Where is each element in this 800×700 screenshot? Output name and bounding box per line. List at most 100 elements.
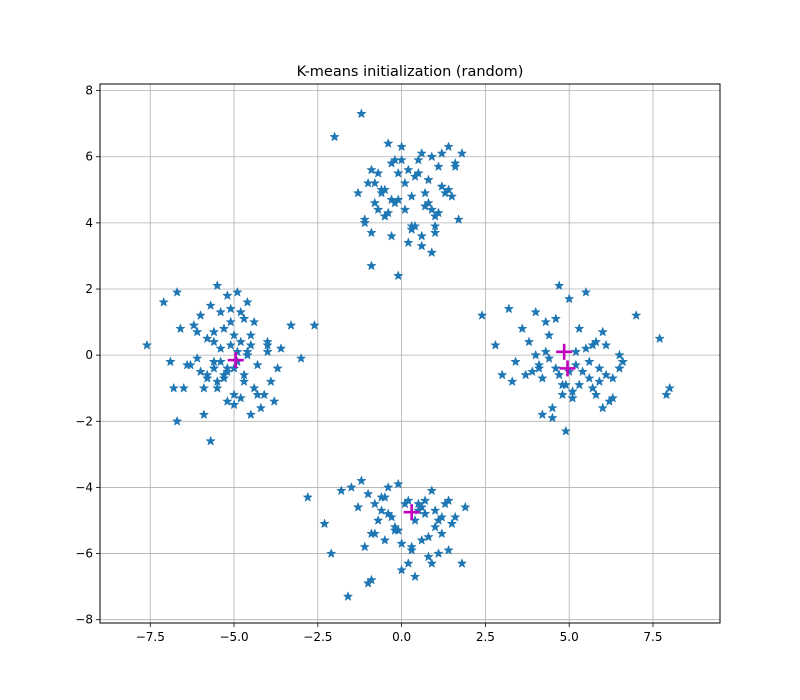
data-point bbox=[557, 380, 568, 389]
data-point bbox=[383, 138, 393, 148]
data-point bbox=[262, 340, 273, 350]
data-point bbox=[212, 383, 222, 393]
data-point bbox=[437, 181, 447, 191]
data-point bbox=[329, 132, 340, 141]
data-point bbox=[403, 237, 413, 247]
data-point bbox=[598, 327, 608, 337]
data-point bbox=[665, 383, 675, 393]
data-point bbox=[574, 323, 584, 333]
data-point bbox=[443, 495, 454, 505]
centroid-markers bbox=[227, 343, 576, 521]
data-point bbox=[262, 346, 273, 356]
data-point bbox=[380, 492, 390, 502]
data-point bbox=[226, 340, 236, 350]
data-point bbox=[189, 320, 199, 330]
data-point bbox=[393, 525, 403, 535]
data-point bbox=[410, 571, 420, 581]
data-point bbox=[229, 399, 239, 409]
data-point bbox=[507, 376, 517, 386]
data-point bbox=[433, 548, 444, 558]
data-point bbox=[366, 165, 377, 174]
data-point bbox=[427, 558, 437, 568]
data-point bbox=[403, 495, 413, 505]
data-point bbox=[594, 363, 605, 373]
data-point bbox=[447, 518, 457, 528]
data-point bbox=[544, 353, 554, 363]
data-point bbox=[239, 376, 249, 386]
data-point bbox=[407, 545, 417, 555]
data-point bbox=[236, 393, 246, 403]
data-point bbox=[242, 346, 253, 356]
data-point bbox=[477, 310, 487, 320]
data-point bbox=[584, 373, 594, 383]
data-point bbox=[202, 373, 212, 383]
x-tick-label: 7.5 bbox=[643, 630, 662, 644]
data-point bbox=[373, 204, 383, 214]
data-point bbox=[504, 303, 514, 313]
data-point bbox=[386, 231, 397, 241]
data-point bbox=[222, 363, 233, 373]
data-point bbox=[380, 535, 390, 545]
data-point bbox=[199, 383, 209, 393]
data-point bbox=[517, 323, 527, 333]
data-point bbox=[601, 370, 611, 380]
data-point bbox=[450, 512, 460, 522]
data-point bbox=[460, 502, 470, 512]
plot-frame bbox=[99, 83, 721, 624]
y-axis-ticks: −8 −6 −4 −2 0 2 4 6 8 bbox=[75, 84, 100, 627]
data-point bbox=[222, 290, 233, 300]
data-point bbox=[427, 151, 437, 161]
data-point bbox=[165, 356, 176, 366]
data-point bbox=[614, 363, 625, 373]
data-point bbox=[286, 320, 296, 330]
data-point bbox=[249, 317, 259, 327]
data-point bbox=[587, 383, 598, 393]
data-point bbox=[661, 389, 672, 399]
data-point bbox=[380, 211, 390, 221]
data-point bbox=[561, 426, 571, 436]
data-point bbox=[199, 409, 209, 419]
data-point bbox=[453, 214, 464, 224]
data-point bbox=[430, 221, 440, 231]
centroid-marker bbox=[227, 352, 244, 369]
data-point bbox=[417, 148, 427, 158]
data-point bbox=[551, 313, 561, 323]
data-point bbox=[396, 538, 407, 548]
data-point bbox=[219, 323, 229, 333]
data-point bbox=[239, 370, 249, 380]
data-point bbox=[195, 366, 206, 376]
data-point bbox=[205, 300, 216, 310]
y-tick-label: −4 bbox=[75, 480, 93, 494]
data-point bbox=[366, 227, 377, 237]
data-point bbox=[236, 337, 246, 346]
data-point bbox=[443, 184, 454, 194]
data-point bbox=[142, 340, 152, 350]
data-point bbox=[510, 356, 521, 366]
data-point bbox=[554, 370, 564, 380]
data-point bbox=[557, 389, 568, 399]
data-point bbox=[356, 475, 367, 485]
data-point bbox=[376, 505, 387, 515]
data-point bbox=[212, 280, 222, 290]
data-point bbox=[457, 558, 467, 568]
chart-title: K-means initialization (random) bbox=[297, 64, 524, 80]
y-tick-label: −6 bbox=[75, 547, 93, 561]
data-point bbox=[246, 330, 256, 340]
grid-lines bbox=[100, 84, 720, 623]
data-point bbox=[276, 343, 286, 353]
data-point bbox=[608, 373, 618, 383]
data-point bbox=[541, 317, 551, 327]
data-point bbox=[531, 350, 541, 360]
data-point bbox=[215, 307, 226, 317]
data-point bbox=[433, 515, 444, 525]
data-point bbox=[571, 360, 581, 370]
data-point bbox=[527, 366, 537, 376]
data-point bbox=[618, 356, 628, 366]
data-point bbox=[346, 482, 357, 492]
data-point bbox=[417, 241, 427, 251]
data-point bbox=[205, 436, 216, 446]
data-point bbox=[383, 482, 393, 492]
data-point bbox=[407, 542, 417, 551]
data-point bbox=[457, 148, 467, 158]
